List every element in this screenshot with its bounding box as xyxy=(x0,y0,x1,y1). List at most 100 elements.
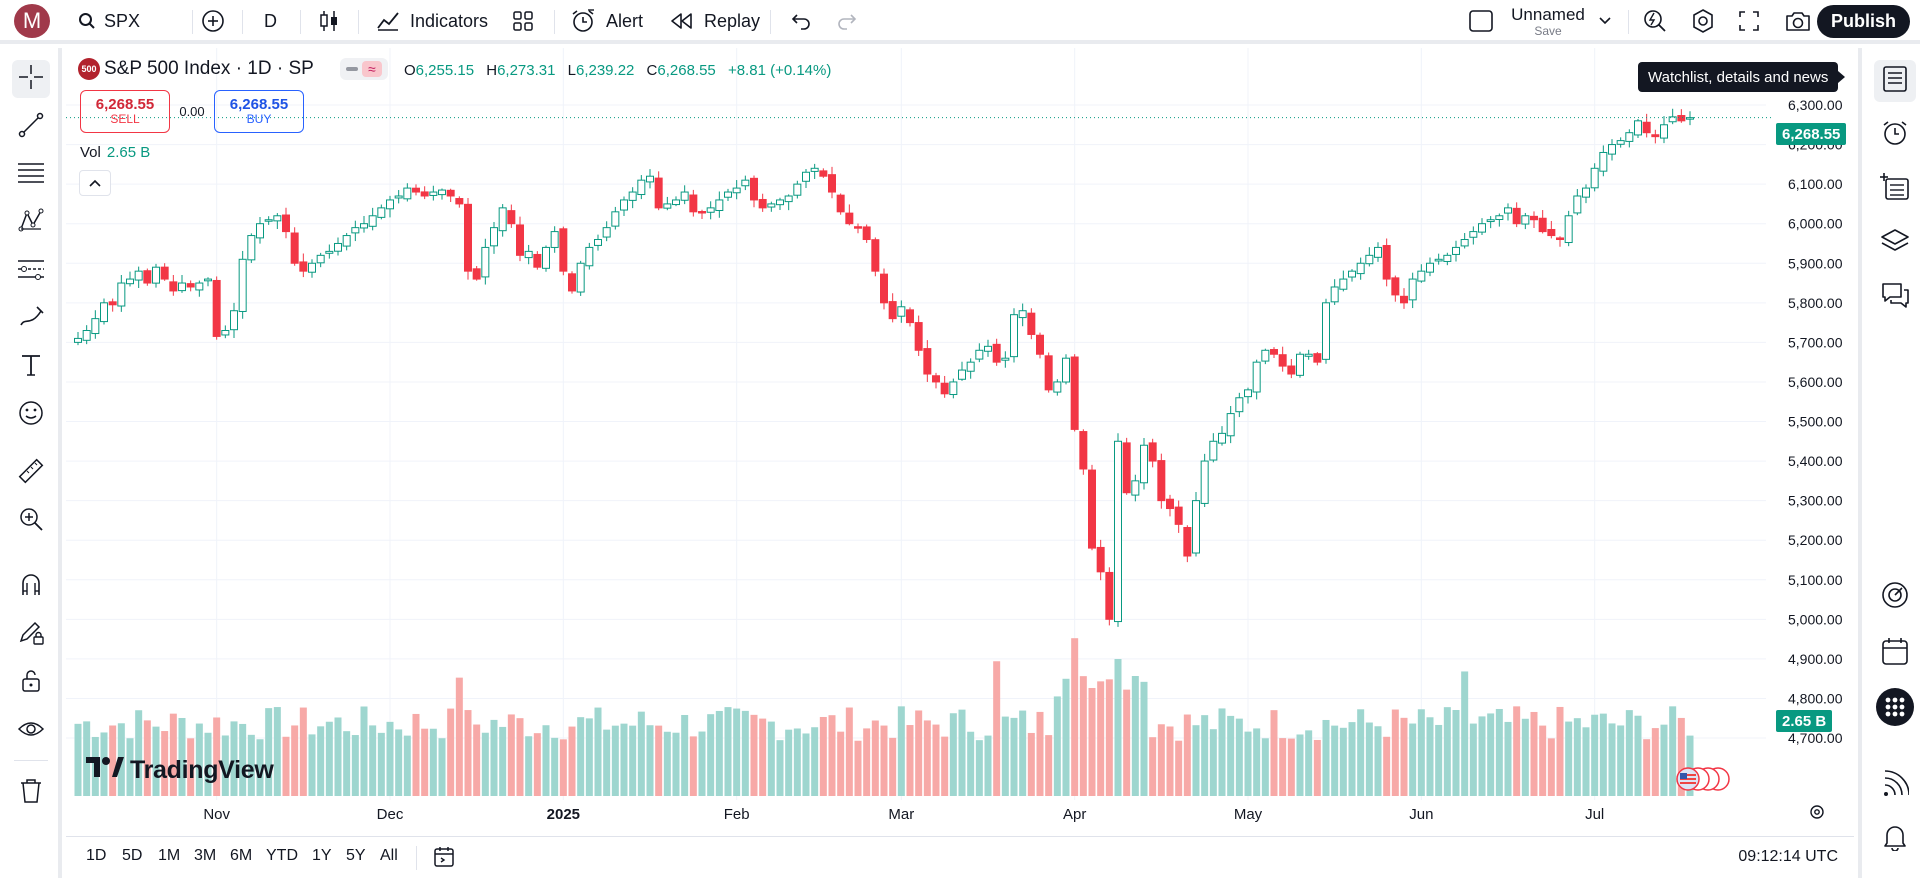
clock-readout[interactable]: 09:12:14 UTC xyxy=(1738,848,1838,865)
stay-in-drawing-mode-tool[interactable] xyxy=(12,616,50,654)
range-1m[interactable]: 1M xyxy=(158,847,181,864)
lightning-search-icon xyxy=(1642,8,1668,34)
prediction-tool[interactable] xyxy=(12,252,50,290)
volume-bar xyxy=(837,731,845,796)
compare-symbol-button[interactable] xyxy=(200,0,226,42)
volume-bar xyxy=(958,709,966,796)
object-tree-button[interactable] xyxy=(1874,168,1916,210)
lock-drawings-tool[interactable] xyxy=(12,664,50,702)
volume-bar xyxy=(213,717,221,796)
price-chart[interactable]: 6,300.006,200.006,100.006,000.005,900.00… xyxy=(66,48,1854,833)
chart-type-button[interactable] xyxy=(318,0,340,42)
magnet-tool[interactable] xyxy=(12,568,50,606)
streams-button[interactable] xyxy=(1874,764,1916,806)
hotlists-button[interactable] xyxy=(1874,576,1916,618)
hide-drawings-tool[interactable] xyxy=(12,712,50,750)
templates-button[interactable] xyxy=(512,0,534,42)
candle-body xyxy=(715,199,724,211)
volume-bar xyxy=(1062,678,1070,796)
candle-body xyxy=(663,203,672,209)
candle-body xyxy=(602,227,611,238)
legend-toggle-pill[interactable]: ≈ xyxy=(339,58,388,80)
sell-button[interactable]: 6,268.55 SELL xyxy=(80,90,170,133)
chart-pane[interactable]: 6,300.006,200.006,100.006,000.005,900.00… xyxy=(66,48,1854,833)
alerts-button[interactable] xyxy=(1874,114,1916,156)
go-to-date-button[interactable] xyxy=(432,845,456,874)
indicators-button[interactable]: Indicators xyxy=(376,0,488,42)
alert-button[interactable]: Alert xyxy=(570,0,643,42)
candle-body xyxy=(914,322,923,351)
volume-bar xyxy=(1469,723,1477,796)
range-3m[interactable]: 3M xyxy=(194,847,217,864)
tradingview-watermark[interactable]: TradingView xyxy=(84,755,274,786)
crosshair-tool[interactable] xyxy=(12,60,50,98)
candle-body xyxy=(394,195,403,199)
publish-button[interactable]: Publish xyxy=(1816,5,1910,38)
collapse-legend-button[interactable] xyxy=(79,170,111,196)
pattern-tool[interactable] xyxy=(12,204,50,242)
volume-bar xyxy=(542,725,550,796)
brush-tool[interactable] xyxy=(12,300,50,338)
calendar-button[interactable] xyxy=(1874,632,1916,674)
chats-button[interactable] xyxy=(1874,276,1916,318)
range-5y[interactable]: 5Y xyxy=(346,847,366,864)
measure-tool[interactable] xyxy=(12,454,50,492)
range-1y[interactable]: 1Y xyxy=(312,847,332,864)
symbol-search-button[interactable]: SPX xyxy=(78,0,140,42)
emoji-tool[interactable] xyxy=(12,396,50,434)
volume-bar xyxy=(1313,739,1321,796)
redo-button[interactable] xyxy=(836,0,858,42)
broadcast-icon xyxy=(1881,769,1910,802)
volume-bar xyxy=(1201,715,1209,796)
events-flags[interactable] xyxy=(1676,766,1736,792)
candle-body xyxy=(888,301,897,320)
settings-button[interactable] xyxy=(1690,0,1716,42)
text-tool[interactable] xyxy=(12,348,50,386)
range-6m[interactable]: 6M xyxy=(230,847,253,864)
range-all[interactable]: All xyxy=(380,847,398,864)
buy-button[interactable]: 6,268.55 BUY xyxy=(214,90,304,133)
volume-bar xyxy=(1114,659,1122,796)
candle-body xyxy=(1469,231,1478,238)
range-ytd[interactable]: YTD xyxy=(266,847,298,864)
volume-bar xyxy=(1001,716,1009,796)
user-avatar[interactable]: M xyxy=(14,4,50,38)
fullscreen-button[interactable] xyxy=(1738,0,1760,42)
products-button[interactable] xyxy=(1874,687,1916,730)
replay-button[interactable]: Replay xyxy=(670,0,760,42)
symbol-title[interactable]: S&P 500 Index · 1D · SP xyxy=(104,58,314,79)
layout-name-button[interactable]: Unnamed Save xyxy=(1508,0,1588,42)
undo-button[interactable] xyxy=(790,0,812,42)
volume-bar xyxy=(923,720,931,796)
watchlist-button[interactable] xyxy=(1874,60,1916,102)
layers-icon xyxy=(1880,227,1910,260)
volume-bar xyxy=(1365,722,1373,796)
layout-toggle[interactable] xyxy=(1468,0,1494,42)
candle-body xyxy=(706,207,715,213)
range-1d[interactable]: 1D xyxy=(86,847,107,864)
interval-button[interactable]: D xyxy=(264,0,277,42)
notifications-button[interactable] xyxy=(1874,818,1916,860)
candles-icon xyxy=(318,9,340,33)
candle-body xyxy=(819,170,828,177)
pattern-icon xyxy=(17,207,45,240)
candle-body xyxy=(845,212,854,225)
fib-tool[interactable] xyxy=(12,156,50,194)
candle-body xyxy=(1105,571,1114,620)
snapshot-button[interactable] xyxy=(1784,0,1812,42)
layers-button[interactable] xyxy=(1874,222,1916,264)
trend-line-tool[interactable] xyxy=(12,108,50,146)
candle-body xyxy=(1166,498,1174,510)
quick-search-button[interactable] xyxy=(1642,0,1668,42)
volume-bar xyxy=(1322,719,1330,796)
axis-settings-button[interactable] xyxy=(1808,803,1826,826)
rewind-icon xyxy=(670,11,694,31)
range-5d[interactable]: 5D xyxy=(122,847,143,864)
zoom-tool[interactable] xyxy=(12,502,50,540)
layout-menu-button[interactable] xyxy=(1598,0,1612,42)
y-axis-label: 4,800.00 xyxy=(1788,690,1843,706)
remove-drawings-tool[interactable] xyxy=(12,774,50,812)
candle-body xyxy=(637,179,646,196)
candle-body xyxy=(221,330,230,336)
candle-body xyxy=(273,215,282,222)
